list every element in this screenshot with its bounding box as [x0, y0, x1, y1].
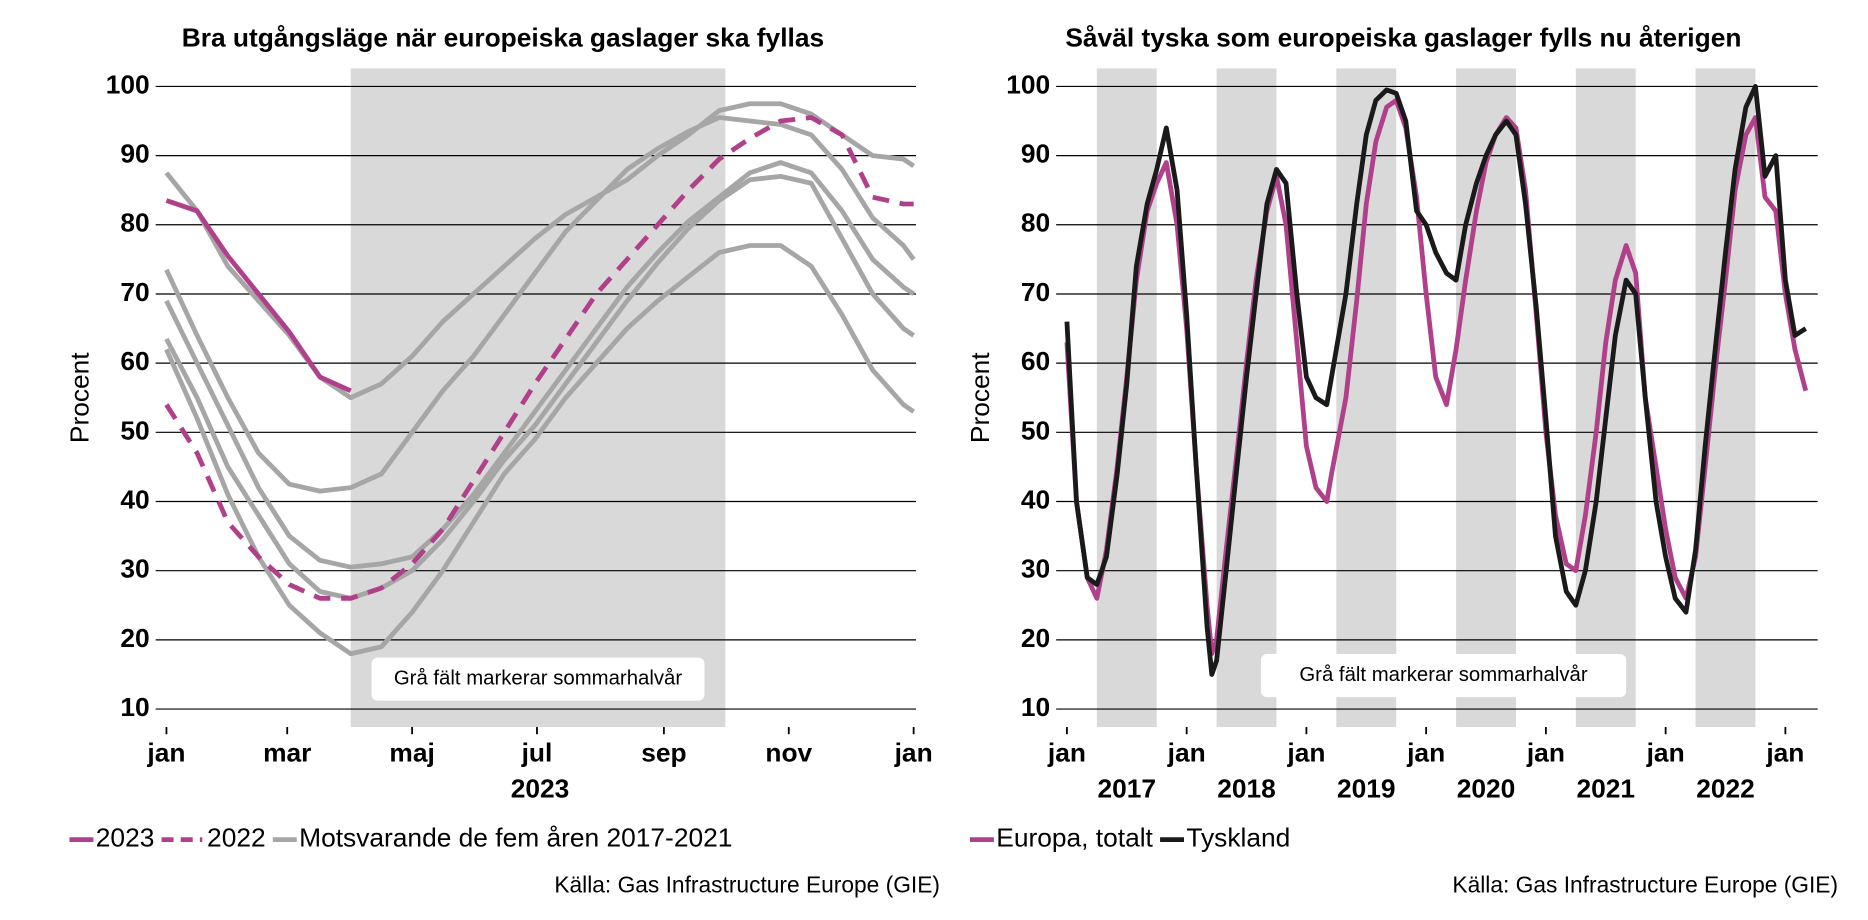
y-tick-label: 60	[1021, 346, 1050, 376]
legend-label: Tyskland	[1186, 823, 1290, 853]
source: Källa: Gas Infrastructure Europe (GIE)	[554, 871, 940, 897]
x-group-label: 2023	[511, 773, 570, 803]
reference-line	[164, 115, 916, 494]
y-tick-label: 70	[120, 277, 149, 307]
series-line	[165, 198, 352, 393]
source: Källa: Gas Infrastructure Europe (GIE)	[1452, 871, 1838, 897]
reference-line	[164, 173, 915, 601]
x-group-label: 2020	[1457, 773, 1516, 803]
x-tick-label: jan	[894, 738, 933, 768]
x-tick-label: mar	[263, 738, 311, 768]
x-tick-label: nov	[765, 738, 812, 768]
annotation: Grå fält markerar sommarhalvår	[394, 668, 682, 690]
x-tick-label: jul	[521, 738, 553, 768]
x-tick-label: jan	[1286, 738, 1325, 768]
y-tick-label: 100	[106, 69, 150, 99]
y-tick-label: 70	[1021, 277, 1050, 307]
y-tick-label: 60	[120, 346, 149, 376]
x-group-label: 2021	[1576, 773, 1635, 803]
y-tick-label: 10	[120, 692, 149, 722]
summer-band	[1456, 68, 1516, 728]
legend-label: 2022	[207, 823, 266, 853]
x-tick-label: jan	[1167, 738, 1206, 768]
y-tick-label: 30	[120, 554, 149, 584]
legend-label: Europa, totalt	[996, 823, 1153, 853]
legend-label: Motsvarande de fem åren 2017-2021	[299, 823, 732, 853]
chart-title: Såväl tyska som europeiska gaslager fyll…	[1065, 23, 1741, 53]
chart-title: Bra utgångsläge när europeiska gaslager …	[182, 23, 824, 53]
annotation: Grå fält markerar sommarhalvår	[1299, 664, 1587, 686]
x-group-label: 2019	[1337, 773, 1396, 803]
x-tick-label: sep	[641, 738, 686, 768]
x-group-label: 2017	[1097, 773, 1156, 803]
x-group-label: 2022	[1696, 773, 1755, 803]
annotation-box	[1260, 653, 1627, 698]
series-line	[164, 115, 914, 601]
x-tick-label: jan	[1526, 738, 1565, 768]
x-tick-label: jan	[146, 738, 185, 768]
reference-line	[164, 160, 915, 570]
x-tick-label: jan	[1047, 738, 1086, 768]
y-tick-label: 50	[1021, 415, 1050, 445]
x-tick-label: maj	[389, 738, 434, 768]
y-tick-label: 40	[1021, 484, 1050, 514]
y-tick-label: 80	[1021, 208, 1050, 238]
x-tick-label: jan	[1765, 738, 1804, 768]
y-tick-label: 20	[1021, 623, 1050, 653]
y-tick-label: 50	[120, 415, 149, 445]
y-tick-label: 100	[1006, 69, 1050, 99]
summer-band	[1695, 68, 1756, 728]
y-tick-label: 10	[1021, 692, 1050, 722]
y-axis-label: Procent	[965, 352, 995, 443]
x-group-label: 2018	[1217, 773, 1276, 803]
y-tick-label: 90	[120, 139, 149, 169]
legend-label: 2023	[96, 823, 155, 853]
y-axis-label: Procent	[64, 352, 94, 443]
y-tick-label: 90	[1021, 139, 1050, 169]
y-tick-label: 40	[120, 484, 149, 514]
series-line	[1064, 84, 1808, 677]
x-tick-label: jan	[1406, 738, 1445, 768]
x-tick-label: jan	[1646, 738, 1685, 768]
summer-band	[350, 68, 726, 728]
y-tick-label: 80	[120, 208, 149, 238]
annotation-box	[371, 657, 705, 701]
reference-line	[164, 243, 915, 657]
y-tick-label: 30	[1021, 554, 1050, 584]
y-tick-label: 20	[120, 623, 149, 653]
